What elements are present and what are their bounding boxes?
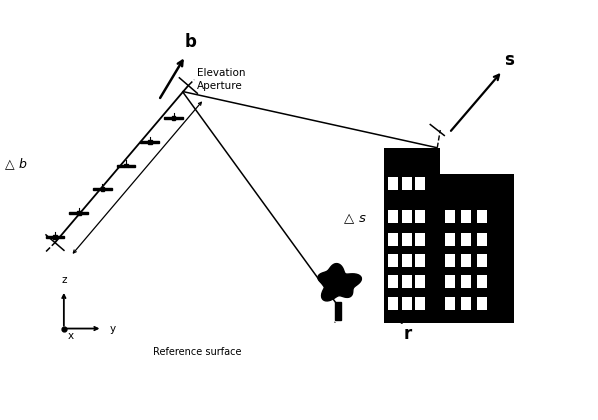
- Bar: [69, 212, 77, 214]
- Bar: [93, 188, 100, 190]
- Bar: [388, 254, 398, 267]
- Bar: [461, 233, 471, 246]
- Bar: [172, 116, 175, 120]
- Bar: [416, 177, 425, 190]
- Bar: [152, 141, 159, 143]
- Bar: [388, 177, 398, 190]
- Bar: [445, 297, 455, 310]
- Bar: [445, 233, 455, 246]
- Text: $\mathbf{s}$: $\mathbf{s}$: [504, 51, 515, 69]
- Bar: [445, 254, 455, 267]
- Bar: [388, 275, 398, 288]
- Bar: [416, 233, 425, 246]
- Bar: [148, 140, 152, 144]
- Bar: [124, 164, 128, 168]
- Bar: [81, 212, 88, 214]
- Bar: [57, 236, 65, 238]
- Bar: [461, 275, 471, 288]
- Bar: [128, 165, 135, 166]
- Text: z: z: [61, 275, 66, 285]
- Bar: [117, 165, 124, 166]
- Bar: [477, 233, 487, 246]
- Bar: [402, 210, 412, 223]
- Polygon shape: [318, 264, 361, 301]
- Bar: [104, 188, 112, 190]
- Bar: [384, 148, 440, 323]
- Bar: [402, 275, 412, 288]
- Text: $\triangle\,s$: $\triangle\,s$: [341, 211, 367, 226]
- Bar: [53, 235, 57, 239]
- Bar: [477, 254, 487, 267]
- Bar: [164, 117, 172, 119]
- Bar: [416, 210, 425, 223]
- Bar: [402, 254, 412, 267]
- Bar: [445, 210, 455, 223]
- Bar: [461, 254, 471, 267]
- Bar: [388, 233, 398, 246]
- Text: x: x: [68, 331, 74, 341]
- Bar: [45, 236, 53, 238]
- Bar: [445, 275, 455, 288]
- Bar: [384, 312, 514, 323]
- Bar: [335, 302, 341, 320]
- Bar: [416, 297, 425, 310]
- Bar: [477, 297, 487, 310]
- Text: Reference surface: Reference surface: [152, 347, 241, 357]
- Bar: [402, 177, 412, 190]
- Bar: [416, 275, 425, 288]
- Text: $\triangle\,b$: $\triangle\,b$: [2, 157, 28, 172]
- Text: $\mathbf{b}$: $\mathbf{b}$: [184, 33, 197, 51]
- Bar: [461, 210, 471, 223]
- Bar: [402, 297, 412, 310]
- Bar: [402, 233, 412, 246]
- Text: $\mathbf{r}$: $\mathbf{r}$: [402, 325, 413, 343]
- Bar: [388, 297, 398, 310]
- Bar: [141, 141, 148, 143]
- Bar: [388, 210, 398, 223]
- Bar: [100, 187, 104, 191]
- Bar: [440, 174, 514, 323]
- Bar: [477, 210, 487, 223]
- Text: y: y: [110, 323, 116, 333]
- Bar: [477, 275, 487, 288]
- Bar: [461, 297, 471, 310]
- Bar: [175, 117, 183, 119]
- Bar: [77, 211, 81, 215]
- Bar: [416, 254, 425, 267]
- Text: Elevation
Aperture: Elevation Aperture: [197, 68, 246, 91]
